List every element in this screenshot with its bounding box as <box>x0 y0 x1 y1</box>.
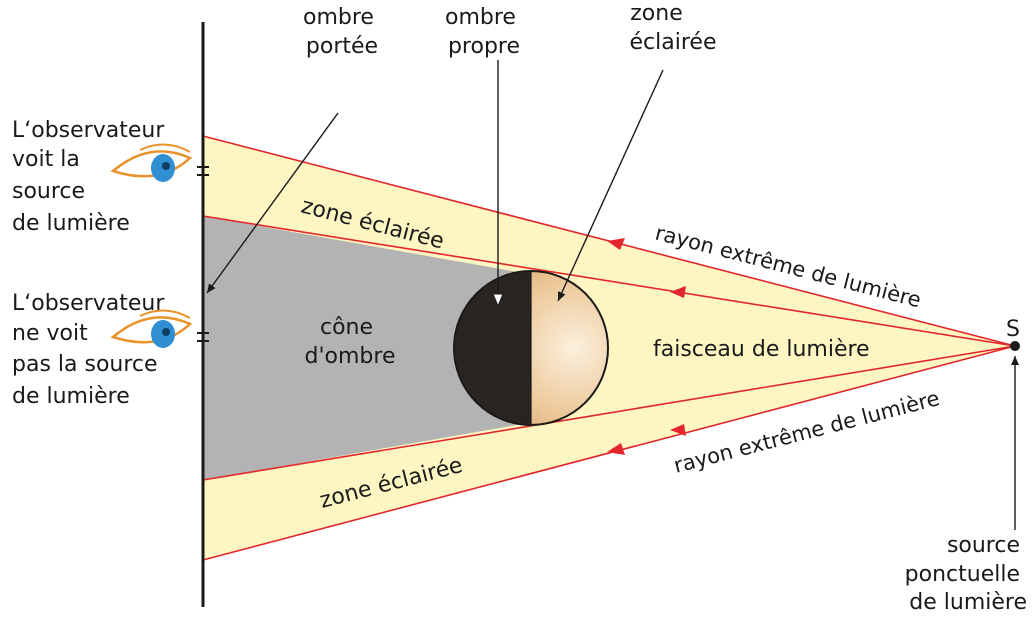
ray-arrow-top <box>607 238 625 250</box>
source-caption: source ponctuelle de lumière <box>905 533 1027 615</box>
point-source-dot <box>1010 341 1020 351</box>
ombre-portee-pointer <box>206 112 339 294</box>
ray-arrow-lower <box>670 424 686 436</box>
ray-tangent-bottom <box>202 345 1016 481</box>
label-ombre-propre: ombre propre <box>445 5 523 59</box>
label-faisceau: faisceau de lumière <box>653 337 870 362</box>
eye-icon <box>110 143 193 182</box>
ray-arrowheads <box>607 238 686 455</box>
observer-bottom-text: L‘observateur ne voit pas la source de l… <box>12 291 171 409</box>
eye-icon <box>110 309 193 348</box>
label-cone-ombre: cône d'ombre <box>305 315 396 369</box>
ray-arrow-upper <box>670 286 686 298</box>
shadow-cone <box>203 216 534 480</box>
label-zone-eclairee-top: zone éclairée <box>630 1 717 55</box>
ray-tangent-top <box>202 215 1016 347</box>
ray-extreme-bottom <box>202 345 1016 561</box>
label-ombre-portee: ombre portée <box>303 5 381 59</box>
screen-ticks <box>197 166 209 342</box>
source-letter: S <box>1006 317 1020 342</box>
ray-arrow-bottom <box>607 443 625 455</box>
observer-top-text: L‘observateur voit la source de lumière <box>12 118 171 236</box>
zone-eclairee-pointer <box>557 69 664 302</box>
ombre-propre-arrowhead <box>492 293 504 308</box>
opaque-sphere <box>453 270 609 426</box>
